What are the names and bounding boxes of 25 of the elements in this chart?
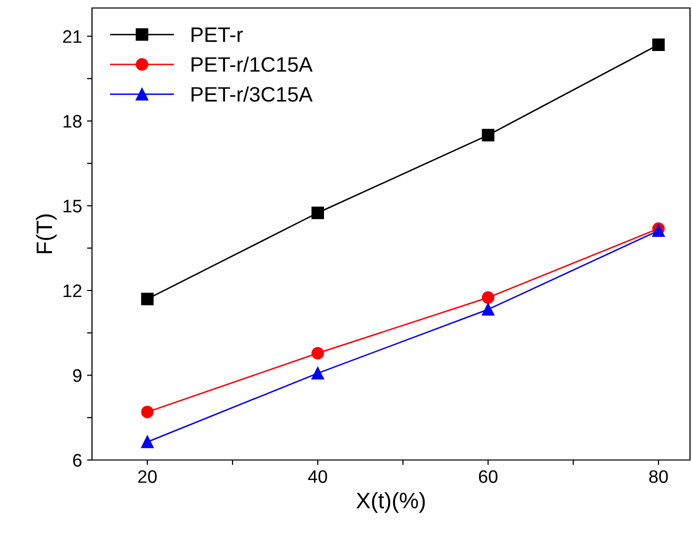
x-tick-label: 60 bbox=[478, 470, 498, 483]
x-tick-label: 80 bbox=[649, 470, 668, 483]
point bbox=[482, 291, 494, 304]
y-tick-label: 12 bbox=[64, 284, 82, 298]
x-axis-title: X(t)(%) bbox=[356, 492, 425, 513]
point bbox=[482, 303, 494, 316]
y-tick-label: 9 bbox=[73, 369, 82, 382]
point bbox=[141, 292, 154, 306]
point bbox=[311, 367, 324, 380]
legend-label: PET-r bbox=[192, 28, 243, 42]
y-tick-label: 15 bbox=[64, 200, 82, 212]
point bbox=[141, 436, 154, 448]
point bbox=[482, 128, 494, 142]
legend-label: PET-r/1C15A bbox=[192, 56, 313, 72]
y-tick-label: 6 bbox=[73, 454, 82, 467]
x-tick-label: 40 bbox=[308, 470, 328, 483]
point bbox=[141, 406, 154, 418]
y-axis-title: F(T) bbox=[36, 214, 57, 254]
legend-label: PET-r/3C15A bbox=[192, 86, 313, 102]
point bbox=[311, 206, 324, 220]
x-tick-label: 20 bbox=[138, 470, 157, 483]
point bbox=[652, 38, 665, 51]
y-tick-label: 21 bbox=[63, 30, 82, 43]
y-tick-label: 18 bbox=[64, 114, 82, 128]
point bbox=[311, 346, 324, 360]
